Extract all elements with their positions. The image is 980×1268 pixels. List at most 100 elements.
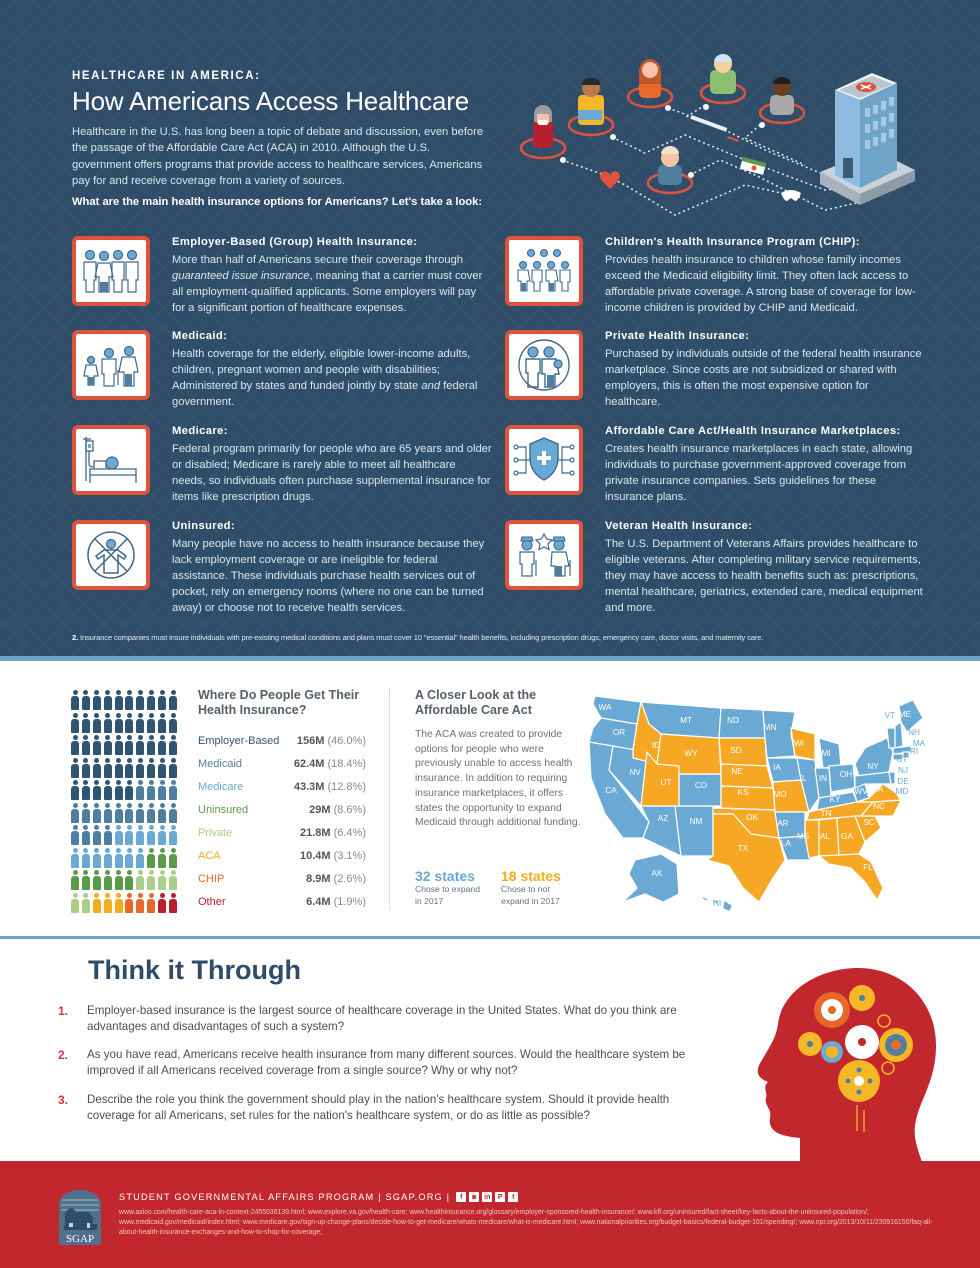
person-icon [81,870,91,891]
option-body: The U.S. Department of Veterans Affairs … [605,538,923,614]
coverage-title: Where Do People Get Their Health Insuran… [198,688,360,717]
sgap-logo[interactable]: SGAP [59,1190,101,1245]
state-label: OK [746,813,758,822]
person-icon [135,847,145,869]
person-icon [70,712,80,734]
state-ID [632,701,662,765]
linkedin-icon[interactable]: in [482,1192,493,1202]
option-title: Veteran Health Insurance: [605,520,753,532]
option-body: Provides health insurance to children wh… [605,254,916,314]
person-icon [124,757,134,779]
person-icon [157,690,167,711]
state-NJ [888,771,896,785]
patient-avatars [519,54,806,195]
facebook-icon[interactable]: f [456,1192,467,1202]
person-icon [81,825,91,846]
person-icon [103,757,113,779]
person-icon [157,892,167,914]
person-icon [124,892,134,914]
twitter-icon[interactable]: t [508,1192,519,1202]
state-NC [860,799,902,817]
footer: SGAP STUDENT GOVERNMENTAL AFFAIRS PROGRA… [0,1161,980,1268]
person-icon [146,825,156,846]
person-icon [146,870,156,891]
person-icon-grid [70,690,178,915]
person-icon [157,780,167,801]
state-NM [674,805,714,857]
state-label: NY [867,762,879,771]
person-icon [124,735,134,756]
state-label: NE [731,767,743,776]
option-body: Purchased by individuals outside of the … [605,348,922,408]
person-icon [103,712,113,734]
person-icon [114,802,124,824]
state-label: MN [764,723,777,732]
person-icon [135,757,145,779]
legend-label: Other [198,896,226,908]
person-icon [168,870,178,891]
legend-label: Medicaid [198,758,243,770]
footnote: 2. Insurance companies must insure indiv… [72,633,764,642]
person-icon [157,870,167,891]
aca-title: A Closer Look at the Affordable Care Act [415,688,537,717]
person-icon [124,780,134,801]
state-label: MT [680,716,692,725]
person-icon [146,712,156,734]
person-icon [114,870,124,891]
state-label: IA [773,763,781,772]
state-label: MA [913,739,926,748]
person-icon [70,892,80,914]
state-label: ND [727,716,739,725]
person-icon [92,847,102,869]
person-icon [146,735,156,756]
state-IL [796,757,820,813]
person-icon [92,802,102,824]
stat-number: 32 states [415,868,475,884]
person-icon [146,847,156,869]
medical-card-icon [739,157,767,175]
person-icon [135,780,145,801]
person-icon [135,825,145,846]
person-icon [168,690,178,711]
state-label: NY [872,735,884,744]
lead-question: What are the main health insurance optio… [72,196,483,208]
state-label: MI [821,749,830,758]
person-icon [114,825,124,846]
state-label: UT [661,778,672,787]
person-icon [124,802,134,824]
state-AK [622,853,680,903]
pinterest-icon[interactable]: P [495,1192,506,1202]
family-circle-icon [505,330,583,400]
option-body: Creates health insurance marketplaces in… [605,443,913,503]
question-number: 1. [58,1004,69,1018]
state-PA [854,771,892,789]
org-name[interactable]: STUDENT GOVERNMENTAL AFFAIRS PROGRAM | S… [119,1192,451,1202]
option-body: More than half of Americans secure their… [172,254,483,314]
state-label: OR [613,728,625,737]
person-icon [114,847,124,869]
section-divider [0,656,980,661]
patients-to-hospital-illustration [519,54,915,216]
question-text: Employer-based insurance is the largest … [87,1004,677,1033]
state-ND [718,707,766,739]
person-icon [135,802,145,824]
state-label: NJ [898,766,908,775]
state-label: AR [777,819,788,828]
person-icon [81,757,91,779]
legend-row: CHIP 8.9M (2.6%) [198,873,366,896]
stat-caption: Chose to not expand in 2017 [501,884,560,906]
person-icon [70,825,80,846]
state-label: DE [897,777,909,786]
legend-label: CHIP [198,873,225,885]
person-icon [81,690,91,711]
person-icon [168,892,178,914]
state-label: TX [738,844,749,853]
heart-rate-icon [600,171,620,189]
state-HI [702,897,732,911]
person-icon [114,757,124,779]
legend-value: 43.3M (12.8%) [293,781,366,793]
instagram-icon[interactable]: ◙ [469,1192,480,1202]
state-label: MO [773,790,786,799]
medicaid-expansion-map: WA OR CA NV ID MT WY UT CO AZ NM ND SD NE KS OK TX MN IA MO… [588,695,926,911]
